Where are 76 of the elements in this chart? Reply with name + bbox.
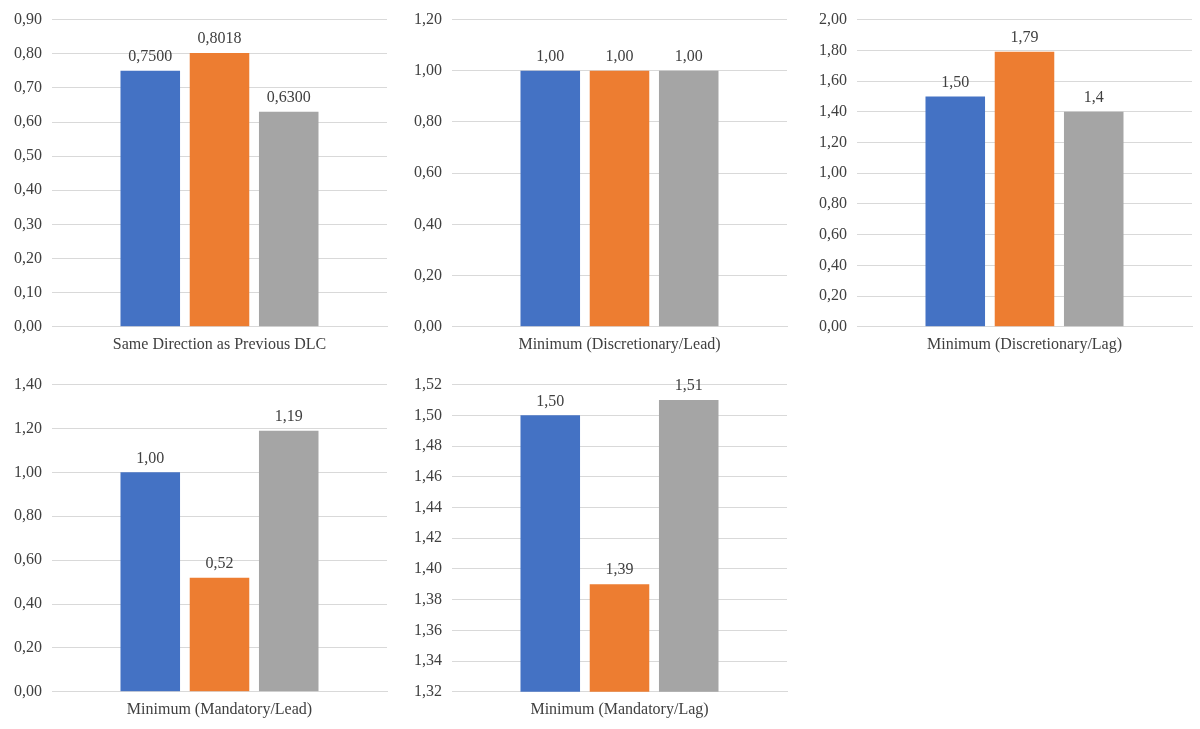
data-label: 1,00 xyxy=(136,448,165,466)
y-tick-label: 1,36 xyxy=(414,620,442,638)
data-label: 0,52 xyxy=(205,553,234,571)
data-label: 1,51 xyxy=(674,376,703,394)
y-tick-label: 0,20 xyxy=(414,265,442,283)
y-tick-label: 1,80 xyxy=(819,40,847,58)
y-tick-label: 1,40 xyxy=(14,374,42,392)
y-tick-label: 0,80 xyxy=(819,194,847,212)
y-tick-label: 1,20 xyxy=(14,418,42,436)
y-tick-label: 0,10 xyxy=(14,282,42,300)
data-label: 1,79 xyxy=(1010,28,1039,46)
y-tick-label: 0,00 xyxy=(14,317,42,334)
data-label: 0,7500 xyxy=(128,47,173,64)
y-tick-label: 1,42 xyxy=(414,528,442,546)
x-tick-label: Minimum (Discretionary/Lead) xyxy=(518,334,721,353)
data-label: 1,00 xyxy=(536,47,565,64)
y-tick-label: 0,60 xyxy=(819,224,847,242)
y-tick-label: 0,00 xyxy=(14,682,42,699)
y-tick-label: 0,40 xyxy=(14,594,42,612)
bar xyxy=(258,111,319,327)
y-tick-label: 1,40 xyxy=(414,559,442,577)
data-label: 1,4 xyxy=(1083,87,1104,105)
data-label: 0,8018 xyxy=(197,29,242,47)
x-tick-label: Minimum (Discretionary/Lag) xyxy=(926,334,1123,353)
y-tick-label: 1,52 xyxy=(414,374,442,392)
bar xyxy=(120,472,181,692)
y-tick-label: 0,60 xyxy=(14,112,42,130)
data-label: 1,00 xyxy=(605,47,634,64)
y-tick-label: 1,20 xyxy=(819,132,847,150)
y-tick-label: 1,40 xyxy=(819,101,847,119)
y-tick-label: 0,30 xyxy=(14,214,42,232)
y-tick-label: 0,50 xyxy=(14,146,42,164)
y-tick-label: 0,80 xyxy=(14,43,42,61)
data-label: 1,39 xyxy=(605,560,634,578)
y-tick-label: 0,00 xyxy=(414,317,442,334)
bar xyxy=(189,577,250,692)
y-tick-label: 0,20 xyxy=(819,286,847,304)
y-tick-label: 0,70 xyxy=(14,78,42,96)
bar xyxy=(189,53,250,327)
bar xyxy=(925,96,986,327)
x-tick-label: Minimum (Mandatory/Lead) xyxy=(126,699,313,718)
y-tick-label: 0,40 xyxy=(819,255,847,273)
bar xyxy=(120,70,181,327)
y-tick-label: 0,80 xyxy=(414,112,442,130)
y-tick-label: 1,00 xyxy=(414,61,442,78)
y-tick-label: 0,90 xyxy=(14,9,42,27)
y-tick-label: 0,20 xyxy=(14,638,42,656)
data-label: 1,50 xyxy=(536,391,565,409)
y-tick-label: 0,40 xyxy=(14,180,42,198)
y-tick-label: 0,20 xyxy=(14,248,42,266)
y-tick-label: 1,00 xyxy=(819,163,847,181)
bar xyxy=(258,430,319,692)
y-tick-label: 0,60 xyxy=(414,163,442,181)
y-tick-label: 0,80 xyxy=(14,506,42,524)
y-tick-label: 1,20 xyxy=(414,9,442,27)
y-tick-label: 1,60 xyxy=(819,71,847,89)
y-tick-label: 2,00 xyxy=(819,9,847,27)
y-tick-label: 1,46 xyxy=(414,466,442,484)
y-tick-label: 0,60 xyxy=(14,550,42,568)
y-tick-label: 1,48 xyxy=(414,436,442,454)
y-tick-label: 1,38 xyxy=(414,589,442,607)
bar xyxy=(994,51,1055,327)
y-tick-label: 1,34 xyxy=(414,651,442,669)
data-label: 1,19 xyxy=(274,406,303,424)
data-label: 0,6300 xyxy=(266,87,311,105)
y-tick-label: 1,50 xyxy=(414,405,442,423)
x-tick-label: Same Direction as Previous DLC xyxy=(112,334,327,352)
data-label: 1,00 xyxy=(674,47,703,64)
y-tick-label: 1,44 xyxy=(414,497,442,515)
bar xyxy=(1063,111,1124,327)
data-label: 1,50 xyxy=(941,72,970,90)
x-tick-label: Minimum (Mandatory/Lag) xyxy=(530,699,709,718)
y-tick-label: 1,00 xyxy=(14,462,42,480)
y-tick-label: 0,00 xyxy=(819,317,847,334)
y-tick-label: 0,40 xyxy=(414,214,442,232)
y-tick-label: 1,32 xyxy=(414,682,442,699)
